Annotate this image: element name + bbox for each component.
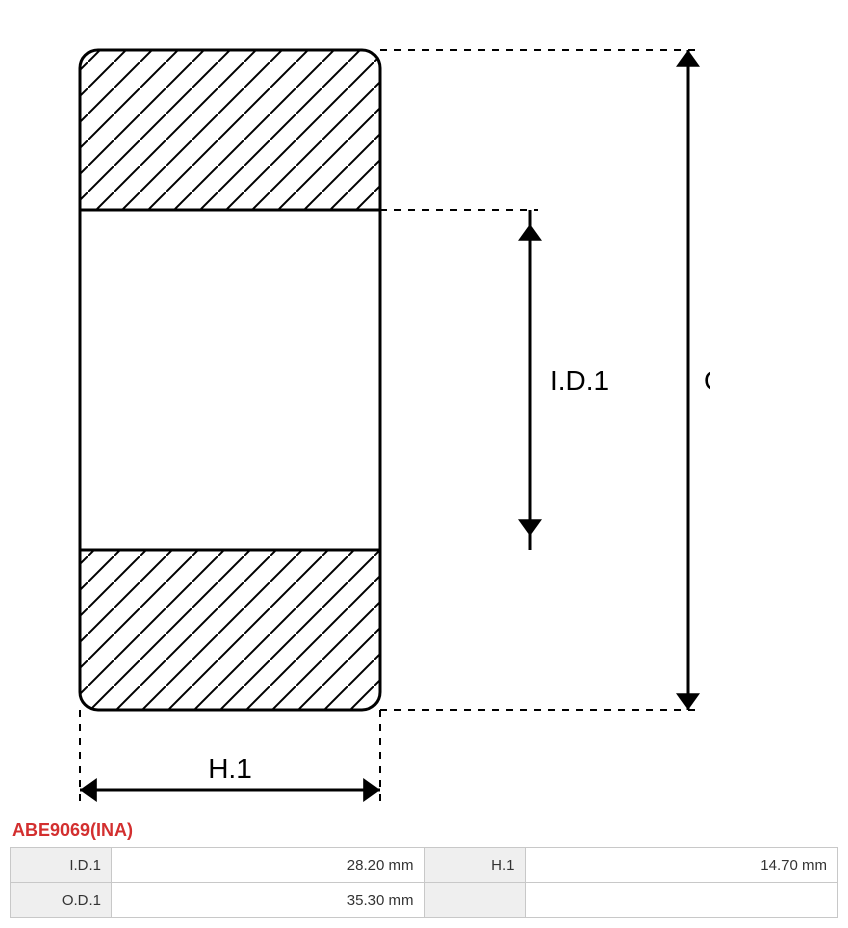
spec-blank-value — [525, 883, 838, 918]
spec-id1-value: 28.20 mm — [112, 848, 425, 883]
diagram-svg: I.D.1 O.D.1 H.1 — [10, 10, 710, 810]
spec-od1-label: O.D.1 — [11, 883, 112, 918]
spec-blank-label — [424, 883, 525, 918]
spec-table: I.D.1 28.20 mm H.1 14.70 mm O.D.1 35.30 … — [10, 847, 838, 918]
table-row: O.D.1 35.30 mm — [11, 883, 838, 918]
table-row: I.D.1 28.20 mm H.1 14.70 mm — [11, 848, 838, 883]
spec-h1-value: 14.70 mm — [525, 848, 838, 883]
spec-h1-label: H.1 — [424, 848, 525, 883]
spec-id1-label: I.D.1 — [11, 848, 112, 883]
part-title: ABE9069(INA) — [12, 820, 838, 841]
diagram-container: I.D.1 O.D.1 H.1 — [10, 10, 710, 810]
svg-text:I.D.1: I.D.1 — [550, 365, 609, 396]
spec-od1-value: 35.30 mm — [112, 883, 425, 918]
svg-text:O.D.1: O.D.1 — [704, 365, 710, 396]
svg-text:H.1: H.1 — [208, 753, 252, 784]
